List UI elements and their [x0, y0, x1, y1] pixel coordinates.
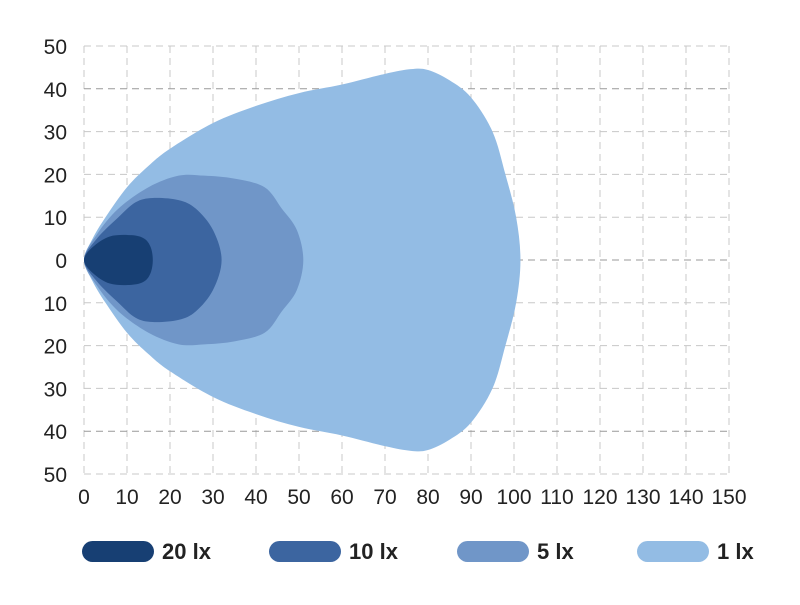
y-tick-label: 40	[44, 421, 67, 444]
y-axis-ticks: 50 40 30 20 10 0 10 20 30 40 50	[44, 36, 67, 487]
y-tick-label: 50	[44, 464, 67, 487]
legend-item: 5 lx	[457, 539, 574, 564]
x-tick-label: 70	[373, 486, 396, 509]
legend-item: 10 lx	[269, 539, 399, 564]
x-tick-label: 130	[625, 486, 660, 509]
x-tick-label: 110	[540, 486, 573, 509]
y-tick-label: 50	[44, 36, 67, 59]
legend-swatch	[82, 541, 154, 562]
x-tick-label: 30	[201, 486, 224, 509]
y-tick-label: 40	[44, 79, 67, 102]
y-tick-label: 20	[44, 336, 67, 359]
x-tick-label: 40	[244, 486, 267, 509]
legend-label: 1 lx	[717, 539, 754, 564]
x-tick-label: 90	[459, 486, 482, 509]
x-tick-label: 20	[158, 486, 181, 509]
y-tick-label: 30	[44, 378, 67, 401]
x-tick-label: 10	[115, 486, 138, 509]
x-tick-label: 80	[416, 486, 439, 509]
legend-item: 1 lx	[637, 539, 754, 564]
y-tick-label: 10	[44, 207, 67, 230]
y-tick-label: 10	[44, 293, 67, 316]
x-tick-label: 140	[668, 486, 703, 509]
x-tick-label: 150	[711, 486, 746, 509]
contour-areas	[84, 68, 521, 452]
contour-20lx	[84, 234, 153, 286]
legend-swatch	[269, 541, 341, 562]
x-tick-label: 120	[582, 486, 617, 509]
legend-label: 20 lx	[162, 539, 212, 564]
x-tick-label: 100	[496, 486, 531, 509]
legend-swatch	[457, 541, 529, 562]
y-tick-label: 20	[44, 164, 67, 187]
legend: 20 lx 10 lx 5 lx 1 lx	[82, 539, 754, 564]
legend-label: 10 lx	[349, 539, 399, 564]
x-axis-ticks: 0 10 20 30 40 50 60 70 80 90 100 110 120 130 140 150	[78, 486, 746, 509]
x-tick-label: 0	[78, 486, 90, 509]
x-tick-label: 60	[330, 486, 353, 509]
legend-item: 20 lx	[82, 539, 212, 564]
y-tick-label: 0	[55, 250, 67, 273]
x-tick-label: 50	[287, 486, 310, 509]
legend-swatch	[637, 541, 709, 562]
legend-label: 5 lx	[537, 539, 574, 564]
y-tick-label: 30	[44, 122, 67, 145]
